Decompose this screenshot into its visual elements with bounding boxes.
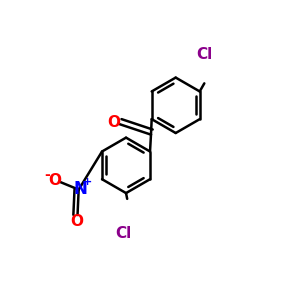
Text: O: O [70,214,83,230]
Text: +: + [83,177,92,187]
Text: O: O [107,115,120,130]
Text: -: - [44,168,50,182]
Text: N: N [74,180,88,198]
Text: O: O [48,173,62,188]
Text: Cl: Cl [196,47,213,62]
Text: Cl: Cl [116,226,132,241]
